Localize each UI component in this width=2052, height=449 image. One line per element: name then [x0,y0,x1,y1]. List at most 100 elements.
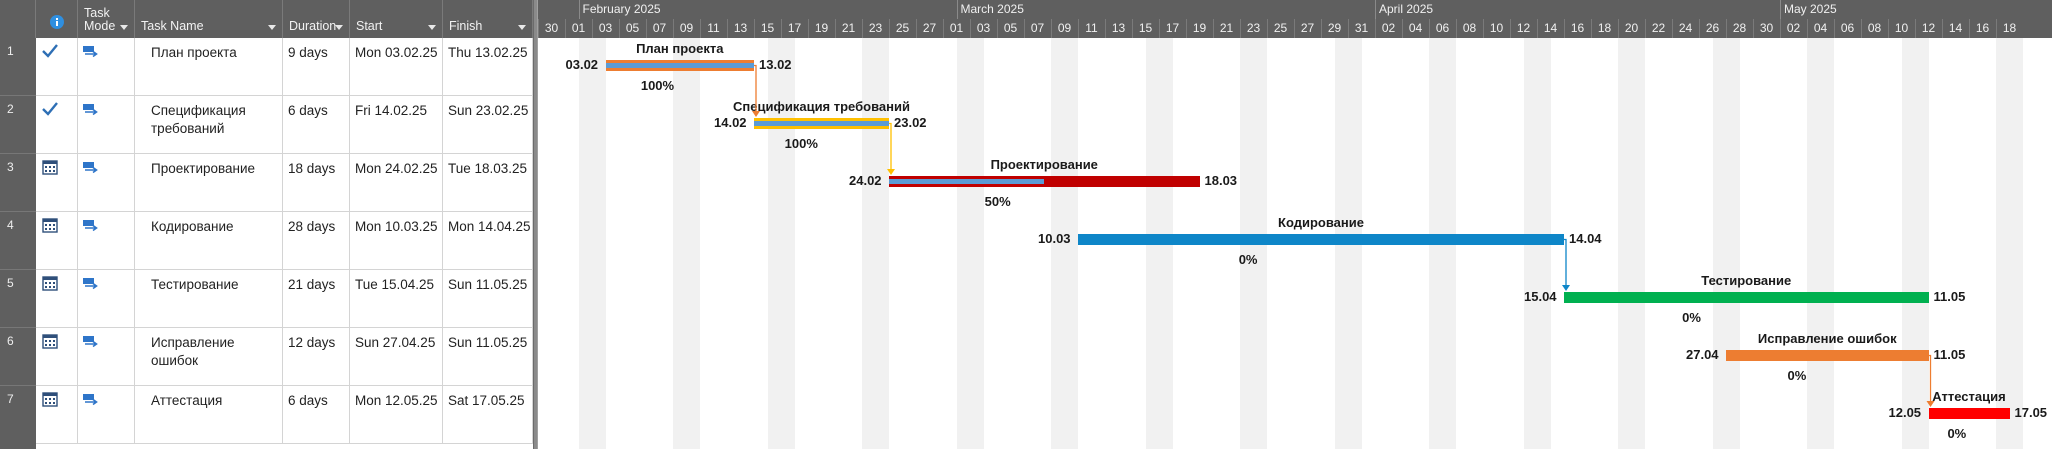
cell-finish[interactable]: Sun 23.02.25 [443,96,533,154]
link-arrow [1562,285,1570,291]
chevron-down-icon[interactable] [428,25,436,30]
cell-mode[interactable] [78,154,135,212]
cell-ind[interactable] [36,96,78,154]
cell-duration[interactable]: 6 days [283,96,350,154]
row-header[interactable]: 3 [0,154,36,212]
day-separator [1726,19,1727,38]
row-header[interactable]: 5 [0,270,36,328]
cell-finish[interactable]: Thu 13.02.25 [443,38,533,96]
pane-splitter[interactable] [533,0,538,449]
day-separator [1240,19,1241,38]
timescale-header[interactable]: February 2025 March 2025 April 2025 May 202… [538,0,2052,38]
task-bar[interactable] [754,118,889,129]
cell-name[interactable]: Спецификация требований [135,96,283,154]
column-header-indicators[interactable] [36,0,78,38]
task-bar[interactable] [1928,408,2010,419]
weekend-shade [673,38,700,449]
cell-duration[interactable]: 6 days [283,386,350,444]
cell-name[interactable]: Аттестация [135,386,283,444]
month-separator [1780,0,1781,19]
column-header-start[interactable]: Start [350,0,443,38]
bar-finish-date: 11.05 [1933,289,1966,304]
select-all-corner[interactable] [0,0,36,38]
column-header-finish[interactable]: Finish [443,0,533,38]
cell-start[interactable]: Tue 15.04.25 [350,270,443,328]
cell-text: 9 days [288,45,328,60]
row-header[interactable]: 1 [0,38,36,96]
bar-task-name: Проектирование [990,157,1098,172]
row-header-empty[interactable] [0,428,36,449]
cell-start[interactable]: Sun 27.04.25 [350,328,443,386]
cell-finish[interactable]: Mon 14.04.25 [443,212,533,270]
chevron-down-icon[interactable] [518,25,526,30]
task-bar[interactable] [1078,234,1564,245]
cell-duration[interactable]: 18 days [283,154,350,212]
column-header-duration[interactable]: Duration [283,0,350,38]
cell-ind[interactable] [36,154,78,212]
cell-text: Кодирование [151,219,234,234]
cell-name[interactable]: Тестирование [135,270,283,328]
cell-duration[interactable]: 28 days [283,212,350,270]
task-bar[interactable] [1564,292,1929,303]
day-separator [1915,19,1916,38]
checkmark-icon [42,102,58,116]
cell-duration[interactable]: 9 days [283,38,350,96]
day-label: 04 [1813,21,1828,35]
row-header[interactable]: 6 [0,328,36,386]
task-bar[interactable] [605,60,754,71]
bar-start-date: 14.02 [714,115,747,130]
cell-finish[interactable]: Sun 11.05.25 [443,328,533,386]
auto-schedule-icon [83,336,98,348]
column-header-task-mode[interactable]: Task Mode [78,0,135,38]
cell-mode[interactable] [78,386,135,444]
cell-name[interactable]: Проектирование [135,154,283,212]
cell-mode[interactable] [78,270,135,328]
task-sheet: Task Mode Task Name Duration Start Finis… [0,0,533,449]
column-header-task-mode-label: Task Mode [84,6,116,33]
cell-mode[interactable] [78,96,135,154]
cell-name[interactable]: Кодирование [135,212,283,270]
chevron-down-icon[interactable] [120,25,128,30]
cell-finish[interactable]: Tue 18.03.25 [443,154,533,212]
cell-duration[interactable]: 12 days [283,328,350,386]
day-separator [1213,19,1214,38]
cell-ind[interactable] [36,212,78,270]
day-separator [970,19,971,38]
day-separator [1996,19,1997,38]
cell-text: Sun 11.05.25 [448,335,528,350]
cell-finish[interactable]: Sun 11.05.25 [443,270,533,328]
bar-task-name: Исправление ошибок [1757,331,1897,346]
task-bar[interactable] [889,176,1200,187]
cell-start[interactable]: Mon 10.03.25 [350,212,443,270]
link-line [889,122,892,170]
day-separator [565,19,566,38]
row-header[interactable]: 2 [0,96,36,154]
task-bar[interactable] [1726,350,1929,361]
cell-mode[interactable] [78,38,135,96]
chevron-down-icon[interactable] [335,25,343,30]
cell-finish[interactable]: Sat 17.05.25 [443,386,533,444]
day-label: 26 [1705,21,1720,35]
day-separator [1807,19,1808,38]
cell-ind[interactable] [36,270,78,328]
cell-duration[interactable]: 21 days [283,270,350,328]
day-separator [673,19,674,38]
cell-start[interactable]: Fri 14.02.25 [350,96,443,154]
cell-ind[interactable] [36,38,78,96]
day-label: 19 [1192,21,1207,35]
cell-ind[interactable] [36,328,78,386]
column-header-task-name[interactable]: Task Name [135,0,283,38]
cell-name[interactable]: Исправление ошибок [135,328,283,386]
day-separator [1969,19,1970,38]
day-separator [1078,19,1079,38]
cell-mode[interactable] [78,328,135,386]
cell-name[interactable]: План проекта [135,38,283,96]
cell-start[interactable]: Mon 03.02.25 [350,38,443,96]
chevron-down-icon[interactable] [268,25,276,30]
cell-ind[interactable] [36,386,78,444]
row-header[interactable]: 4 [0,212,36,270]
column-header-task-name-label: Task Name [141,19,204,33]
cell-mode[interactable] [78,212,135,270]
cell-start[interactable]: Mon 12.05.25 [350,386,443,444]
cell-start[interactable]: Mon 24.02.25 [350,154,443,212]
